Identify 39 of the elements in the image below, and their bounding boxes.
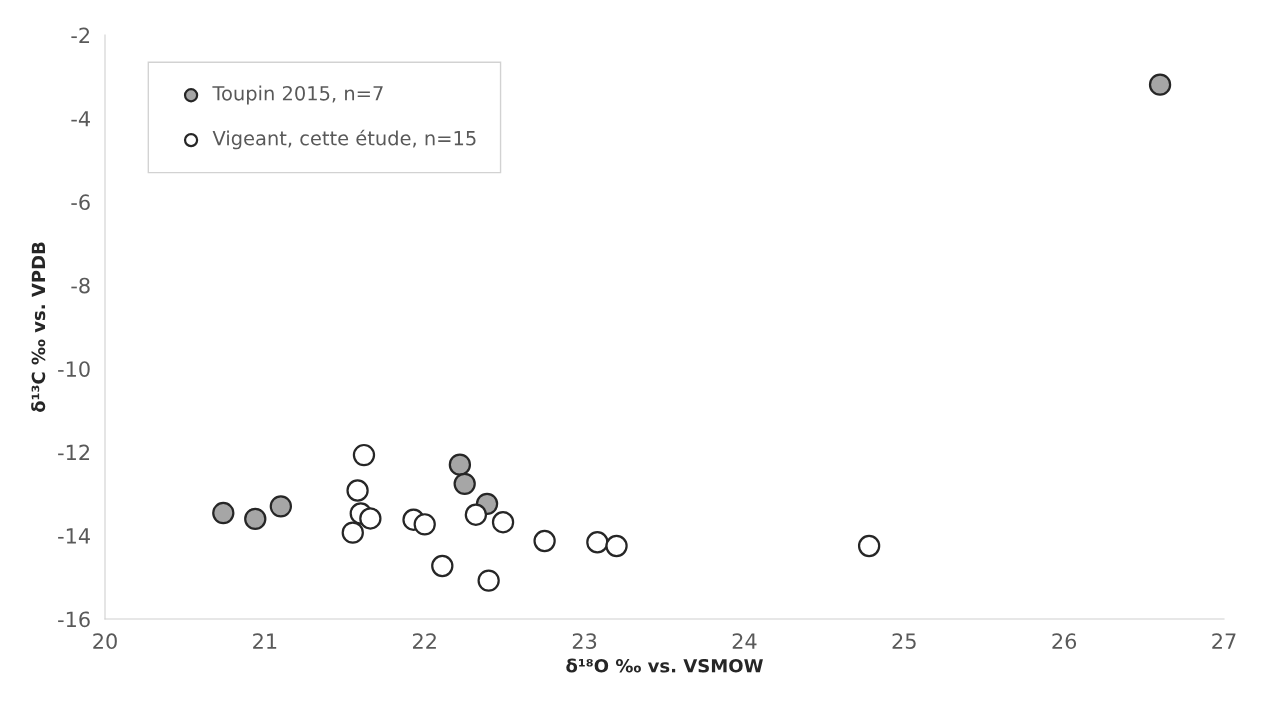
point: [857, 534, 881, 558]
x-tick-label: 26: [1052, 633, 1077, 650]
point: [352, 443, 376, 467]
point: [346, 479, 369, 502]
x-tick-label: 24: [732, 633, 757, 649]
x-axis-title: δ¹⁸O ‰ vs. VSMOW: [566, 658, 763, 673]
point: [477, 569, 500, 592]
x-tick-label: 20: [93, 633, 117, 650]
y-tick-label: -2: [71, 27, 90, 43]
point: [464, 503, 488, 526]
point: [244, 507, 267, 531]
point: [359, 507, 382, 530]
y-tick-label: -8: [71, 277, 90, 294]
legend-label: Vigeant, cette étude, n=15: [212, 129, 476, 150]
point: [586, 531, 609, 554]
legend-label: Toupin 2015, n=7: [212, 85, 383, 105]
y-axis-title: δ¹³C ‰ vs. VPDB: [31, 242, 46, 413]
point: [453, 472, 476, 496]
point: [341, 521, 364, 544]
y-tick-label: -12: [58, 444, 90, 461]
x-tick-label: 22: [412, 633, 436, 649]
y-tick-label: -6: [71, 194, 90, 211]
x-tick-label: 23: [572, 633, 597, 650]
point: [605, 534, 628, 558]
y-tick-label: -10: [58, 361, 90, 377]
x-tick-label: 25: [892, 633, 916, 650]
point: [1148, 73, 1172, 96]
y-tick-label: -4: [71, 111, 90, 127]
x-tick-label: 27: [1212, 633, 1236, 649]
y-tick-label: -14: [58, 528, 90, 544]
x-tick-label: 21: [253, 633, 277, 649]
point: [212, 501, 235, 525]
point: [533, 529, 556, 553]
point: [431, 554, 454, 578]
point: [269, 495, 293, 518]
point: [491, 511, 515, 534]
point: [448, 453, 472, 476]
point: [413, 513, 436, 536]
y-tick-label: -16: [58, 611, 90, 628]
